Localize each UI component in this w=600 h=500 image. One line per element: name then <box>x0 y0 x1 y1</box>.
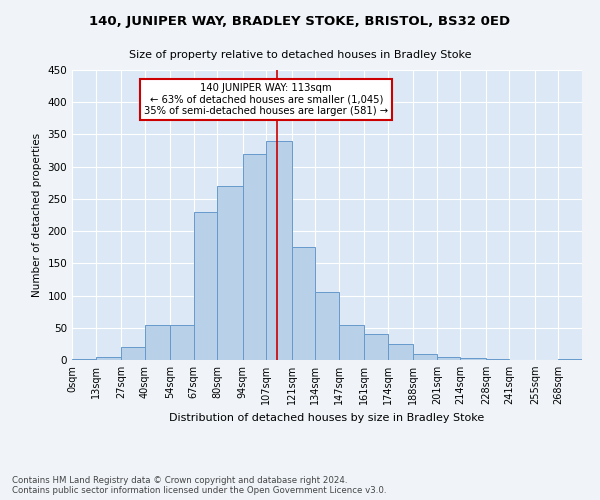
Bar <box>315 292 339 360</box>
Bar <box>413 354 437 360</box>
Bar <box>266 141 292 360</box>
Bar <box>292 247 315 360</box>
Bar <box>364 334 388 360</box>
Bar <box>460 358 486 360</box>
Text: Contains HM Land Registry data © Crown copyright and database right 2024.
Contai: Contains HM Land Registry data © Crown c… <box>12 476 386 495</box>
Bar <box>217 186 242 360</box>
Bar <box>339 324 364 360</box>
Bar <box>388 344 413 360</box>
X-axis label: Distribution of detached houses by size in Bradley Stoke: Distribution of detached houses by size … <box>169 412 485 422</box>
Bar <box>121 347 145 360</box>
Text: 140, JUNIPER WAY, BRADLEY STOKE, BRISTOL, BS32 0ED: 140, JUNIPER WAY, BRADLEY STOKE, BRISTOL… <box>89 15 511 28</box>
Bar <box>170 324 194 360</box>
Text: 140 JUNIPER WAY: 113sqm
← 63% of detached houses are smaller (1,045)
35% of semi: 140 JUNIPER WAY: 113sqm ← 63% of detache… <box>144 83 388 116</box>
Bar <box>95 357 121 360</box>
Bar <box>242 154 266 360</box>
Bar <box>194 212 217 360</box>
Text: Size of property relative to detached houses in Bradley Stoke: Size of property relative to detached ho… <box>129 50 471 60</box>
Bar <box>145 324 170 360</box>
Bar <box>437 357 460 360</box>
Bar <box>559 358 582 360</box>
Bar <box>72 358 95 360</box>
Y-axis label: Number of detached properties: Number of detached properties <box>32 133 42 297</box>
